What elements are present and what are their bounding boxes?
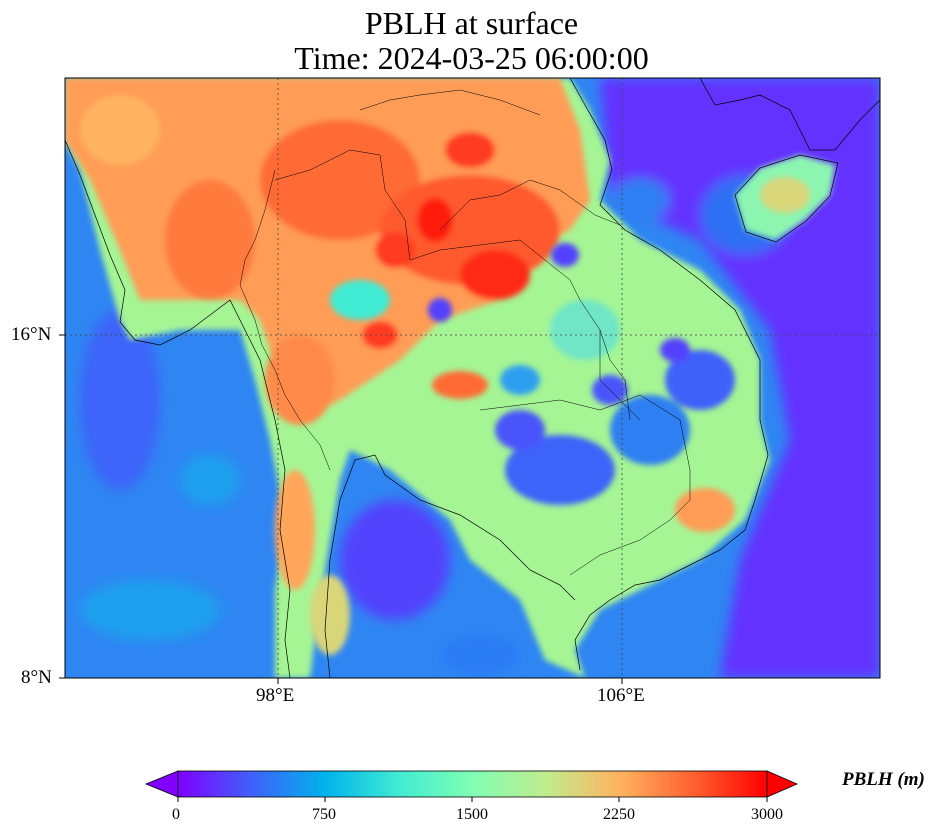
chart-title: PBLH at surface [364, 5, 579, 41]
colorbar-tick-label: 3000 [751, 806, 783, 823]
y-tick-label: 16°N [11, 324, 52, 345]
y-tick-label: 8°N [21, 667, 52, 688]
pblh-heatmap [65, 78, 880, 678]
chart-subtitle: Time: 2024-03-25 06:00:00 [294, 40, 649, 76]
graticule [65, 78, 880, 678]
coastlines [65, 78, 880, 678]
map-frame [64, 77, 881, 679]
colorbar-tick-label: 0 [172, 806, 180, 823]
colorbar-tick-label: 2250 [603, 806, 635, 823]
colorbar-label: PBLH (m) [842, 769, 925, 790]
colorbar [144, 770, 799, 802]
x-tick-label: 106°E [597, 685, 645, 706]
x-tick-label: 98°E [256, 685, 295, 706]
country-borders [239, 89, 691, 576]
colorbar-tick-label: 1500 [456, 806, 488, 823]
colorbar-tick-label: 750 [312, 806, 336, 823]
